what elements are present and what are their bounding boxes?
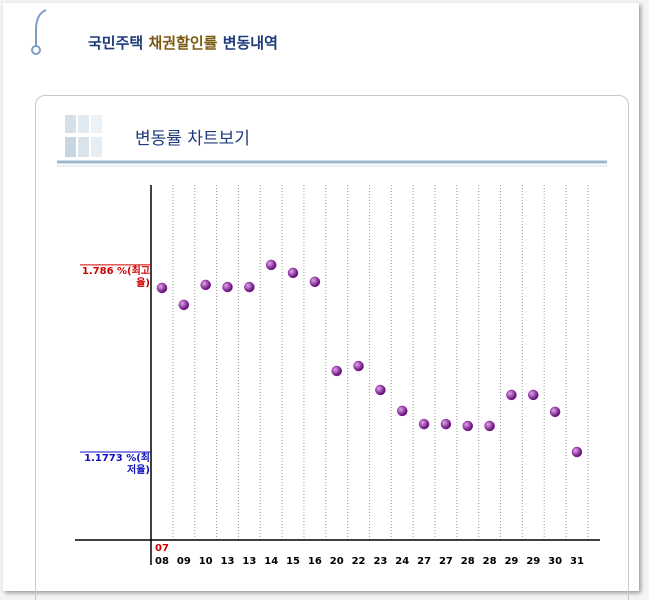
point [528, 389, 539, 401]
x-tick-label: 09 [177, 556, 191, 567]
x-tick-label: 15 [286, 556, 300, 567]
x-tick-label: 20 [330, 556, 344, 567]
point [440, 418, 452, 430]
x-tick-label: 30 [548, 556, 562, 567]
point [222, 281, 233, 293]
y-tick-label: 1.786 %(최고율) [81, 265, 150, 289]
x-tick-label: 13 [242, 556, 256, 567]
title-part: 채권할인률 [148, 34, 218, 52]
point [178, 299, 190, 311]
x-tick-label: 14 [264, 556, 278, 567]
point [418, 418, 430, 430]
point [309, 276, 321, 288]
point [331, 365, 342, 377]
page-title: 국민주택 채권할인률 변동내역 [88, 32, 278, 53]
point [462, 420, 474, 432]
title-part: 국민주택 [88, 34, 144, 52]
point [375, 384, 386, 396]
x-tick-label: 29 [504, 556, 518, 567]
point [265, 259, 277, 271]
point [353, 360, 364, 372]
section-title: 변동률 차트보기 [135, 129, 250, 149]
point [484, 420, 495, 432]
x-tick-label: 24 [395, 556, 409, 567]
x-tick-label: 08 [155, 556, 169, 567]
x-tick-label: 28 [461, 556, 475, 567]
x-tick-label: 28 [483, 556, 497, 567]
x-tick-label: 27 [439, 556, 453, 567]
point [287, 267, 299, 279]
x-tick-label: 29 [526, 556, 540, 567]
point [549, 406, 561, 418]
point [244, 281, 255, 293]
title-part: 변동내역 [222, 34, 278, 52]
x-tick-label: 27 [417, 556, 431, 567]
content-box [35, 95, 629, 600]
y-tick-label: 1.1773 %(최저율) [84, 453, 150, 476]
x-group-label: 07 [155, 543, 169, 554]
point [506, 389, 517, 401]
x-tick-label: 23 [373, 556, 387, 567]
x-tick-label: 13 [221, 556, 235, 567]
point [200, 279, 211, 291]
frame [3, 3, 639, 591]
point [571, 446, 583, 458]
x-tick-label: 16 [308, 556, 322, 567]
x-tick-label: 10 [199, 556, 213, 567]
x-tick-label: 22 [352, 556, 366, 567]
x-tick-label: 31 [570, 556, 584, 567]
point [156, 282, 168, 294]
point [396, 405, 408, 417]
